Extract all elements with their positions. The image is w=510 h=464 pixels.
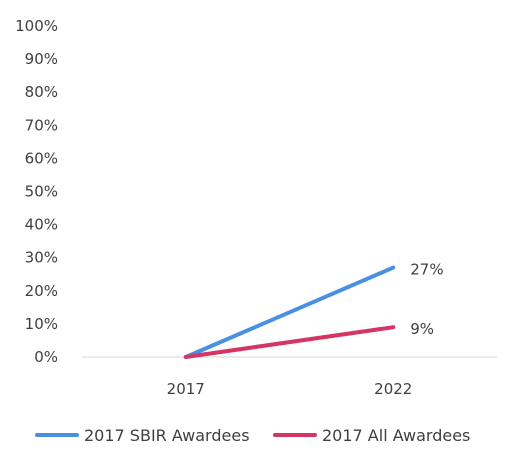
y-tick-label: 10% [25,315,58,333]
series-line-2 [183,325,396,359]
series-line-1 [183,265,396,359]
y-tick-label: 40% [25,216,58,234]
legend-label: 2017 All Awardees [322,426,470,445]
y-tick-label: 20% [25,282,58,300]
data-labels: 27% 9% [410,261,443,339]
legend-label: 2017 SBIR Awardees [84,426,250,445]
y-tick-label: 70% [25,116,58,134]
legend: 2017 SBIR Awardees 2017 All Awardees [35,426,470,445]
y-tick-label: 100% [15,17,58,35]
y-tick-label: 0% [34,348,58,366]
x-tick-label: 2017 [167,380,205,398]
data-label: 9% [410,320,434,338]
x-axis-ticks: 2017 2022 [167,380,413,398]
x-tick-label: 2022 [374,380,412,398]
y-axis-ticks: 0% 10% 20% 30% 40% 50% 60% 70% 80% 90% 100% [15,17,58,366]
y-tick-label: 60% [25,149,58,167]
y-tick-label: 90% [25,50,58,68]
series-lines [183,265,396,359]
y-tick-label: 50% [25,183,58,201]
data-label: 27% [410,261,443,279]
y-tick-label: 30% [25,249,58,267]
y-tick-label: 80% [25,83,58,101]
